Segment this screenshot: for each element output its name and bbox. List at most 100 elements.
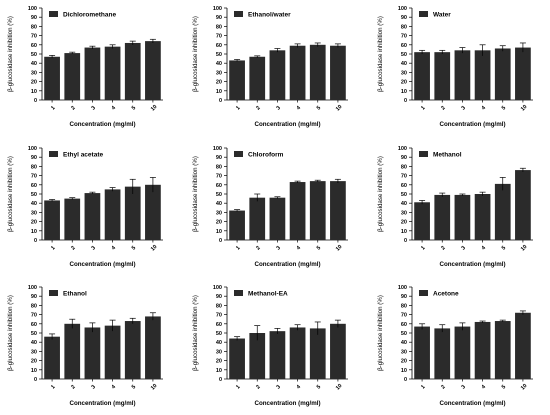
bar (84, 327, 101, 379)
bar (84, 47, 101, 100)
y-tick-label: 40 (216, 201, 222, 207)
x-axis-label: Concentration (mg/ml) (255, 400, 321, 407)
y-tick-label: 50 (31, 331, 37, 337)
x-tick-label: 4 (111, 104, 118, 111)
y-tick-label: 50 (216, 52, 222, 58)
x-tick-label: 10 (150, 244, 159, 253)
x-tick-label: 5 (501, 245, 507, 251)
y-tick-label: 80 (401, 303, 407, 309)
chart-panel: 0 10 20 30 40 50 60 70 80 90 100 1 2 3 4 5 10 Chloroform C… (185, 140, 365, 276)
bar-chart: 0 10 20 30 40 50 60 70 80 90 100 1 2 3 4 5 10 Methanol Con… (377, 146, 533, 268)
y-tick-label: 80 (31, 164, 37, 170)
bar-chart: 0 10 20 30 40 50 60 70 80 90 100 1 2 3 4 5 10 Chloroform C… (192, 146, 348, 268)
x-axis-label: Concentration (mg/ml) (70, 400, 136, 407)
y-tick-label: 60 (401, 43, 407, 49)
y-tick-label: 60 (31, 183, 37, 189)
y-tick-label: 30 (31, 349, 37, 355)
y-tick-label: 40 (216, 340, 222, 346)
y-tick-label: 70 (216, 34, 222, 40)
bar (44, 200, 60, 240)
bar (145, 184, 161, 240)
y-tick-label: 10 (401, 229, 407, 235)
y-tick-label: 80 (31, 24, 37, 30)
bar (249, 333, 266, 379)
bar (414, 52, 430, 100)
y-tick-label: 80 (31, 303, 37, 309)
x-tick-label: 10 (150, 104, 159, 113)
y-tick-label: 40 (216, 61, 222, 67)
y-tick-label: 60 (31, 43, 37, 49)
y-tick-label: 20 (31, 80, 37, 86)
y-tick-label: 60 (401, 322, 407, 328)
y-tick-label: 10 (31, 89, 37, 95)
y-tick-label: 100 (213, 6, 222, 12)
bar (414, 202, 430, 240)
y-tick-label: 90 (31, 294, 37, 300)
chart-panel: 0 10 20 30 40 50 60 70 80 90 100 1 2 3 4 5 10 Ethanol Conc… (0, 279, 180, 415)
chart-panel: 0 10 20 30 40 50 60 70 80 90 100 1 2 3 4 5 10 Acetone Conc… (370, 279, 550, 415)
y-tick-label: 20 (401, 220, 407, 226)
legend-label: Ethyl acetate (63, 152, 103, 159)
legend-label: Chloroform (248, 152, 284, 159)
y-tick-label: 60 (31, 322, 37, 328)
x-tick-label: 2 (255, 245, 261, 251)
y-tick-label: 0 (219, 377, 222, 383)
bar (289, 327, 306, 379)
bar (145, 316, 161, 379)
x-tick-label: 1 (235, 105, 241, 111)
y-tick-label: 10 (31, 229, 37, 235)
x-tick-label: 2 (440, 245, 446, 251)
x-tick-label: 10 (520, 383, 529, 392)
bar (44, 336, 60, 379)
bar (434, 194, 451, 240)
x-axis-label: Concentration (mg/ml) (255, 121, 321, 128)
y-tick-label: 40 (31, 201, 37, 207)
y-axis-label: β-glucosidase inhibition (%) (192, 16, 199, 92)
y-tick-label: 20 (401, 80, 407, 86)
x-tick-label: 10 (150, 383, 159, 392)
bar (454, 194, 471, 240)
bar (330, 181, 346, 240)
y-tick-label: 70 (31, 174, 37, 180)
y-tick-label: 50 (31, 52, 37, 58)
x-tick-label: 5 (131, 105, 137, 111)
y-tick-label: 60 (216, 43, 222, 49)
bar (229, 210, 245, 240)
x-tick-label: 1 (50, 105, 56, 111)
y-tick-label: 90 (31, 15, 37, 21)
x-tick-label: 10 (335, 244, 344, 253)
y-axis-label: β-glucosidase inhibition (%) (7, 295, 14, 371)
x-tick-label: 3 (91, 105, 97, 111)
y-axis-label: β-glucosidase inhibition (%) (7, 16, 14, 92)
x-axis-label: Concentration (mg/ml) (70, 121, 136, 128)
y-tick-label: 30 (401, 210, 407, 216)
y-axis-label: β-glucosidase inhibition (%) (192, 156, 199, 232)
legend-swatch (49, 151, 58, 157)
bar (515, 312, 531, 379)
x-tick-label: 5 (501, 384, 507, 390)
bar-chart: 0 10 20 30 40 50 60 70 80 90 100 1 2 3 4 5 10 Ethyl aceta… (7, 146, 163, 268)
x-tick-label: 5 (131, 245, 137, 251)
bar (269, 331, 286, 379)
y-tick-label: 20 (216, 359, 222, 365)
y-tick-label: 10 (401, 89, 407, 95)
y-tick-label: 10 (216, 368, 222, 374)
bar (269, 197, 286, 240)
bar (104, 46, 121, 100)
x-tick-label: 3 (276, 105, 282, 111)
bar (454, 50, 471, 100)
x-tick-label: 1 (50, 384, 56, 390)
y-tick-label: 50 (216, 192, 222, 198)
y-tick-label: 40 (401, 340, 407, 346)
y-tick-label: 0 (404, 377, 407, 383)
bar (474, 50, 491, 100)
y-tick-label: 100 (28, 285, 37, 291)
bar-chart: 0 10 20 30 40 50 60 70 80 90 100 1 2 3 4 5 10 Ethanol Conc… (7, 285, 163, 407)
x-tick-label: 1 (235, 245, 241, 251)
x-tick-label: 4 (296, 383, 303, 390)
x-tick-label: 2 (440, 384, 446, 390)
x-tick-label: 3 (276, 384, 282, 390)
y-tick-label: 10 (216, 229, 222, 235)
x-tick-label: 3 (461, 105, 467, 111)
y-tick-label: 50 (31, 192, 37, 198)
